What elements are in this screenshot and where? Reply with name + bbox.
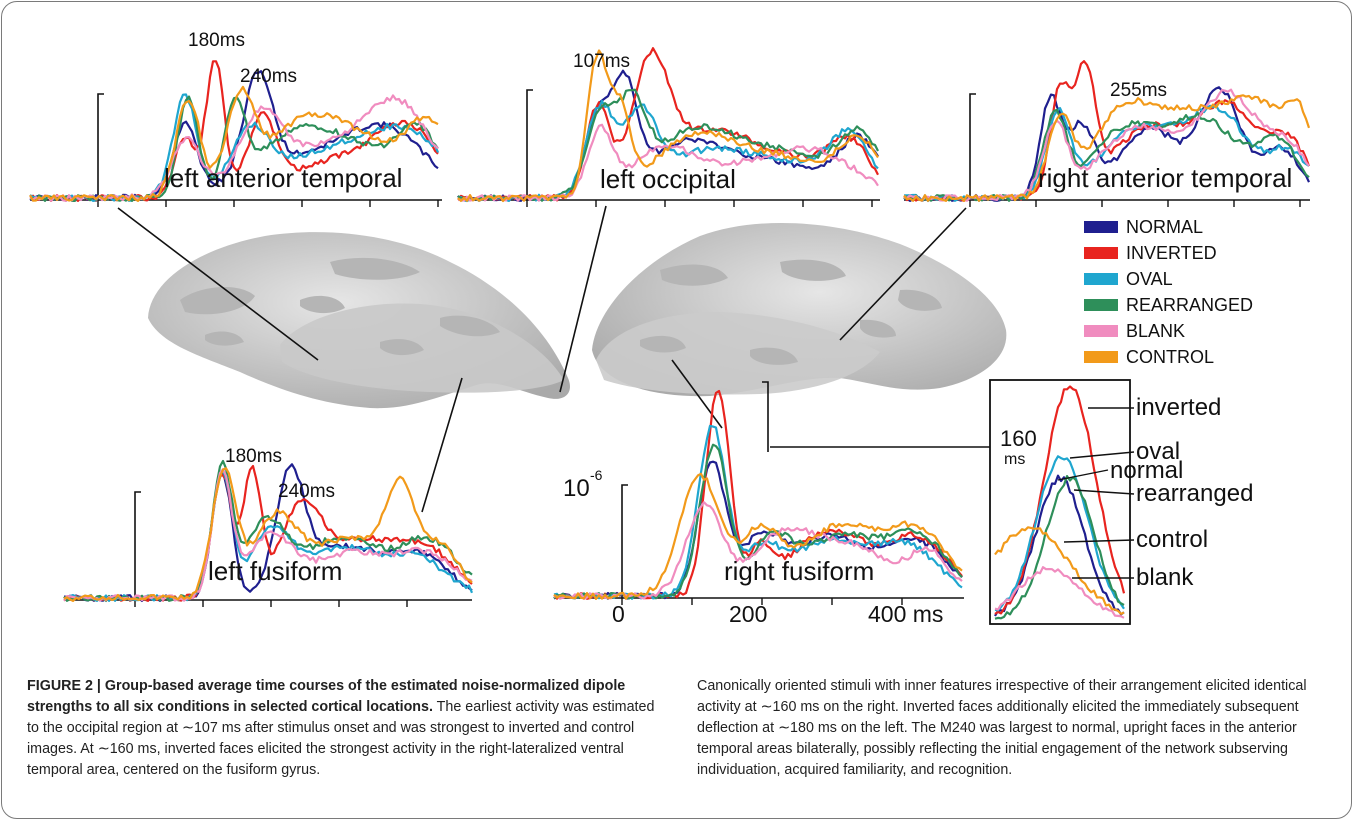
right-hemisphere-brain xyxy=(592,222,1007,397)
legend-label-control: CONTROL xyxy=(1126,347,1214,367)
caption-left-text: The earliest activity was estimated to t… xyxy=(27,699,655,778)
axis-y-left-occipital xyxy=(526,89,533,200)
peak-label-180ms-lat: 180ms xyxy=(188,30,245,51)
waveform-rearranged xyxy=(994,475,1125,620)
waveform-oval xyxy=(994,455,1125,612)
waveform-control xyxy=(29,85,439,202)
axis-y-right-anterior-temporal xyxy=(969,93,976,200)
axis-y-right-fusiform xyxy=(621,484,628,598)
caption-heading: FIGURE 2 | Group-based average time cour… xyxy=(27,678,626,715)
tick-label-400-ms: 400 ms xyxy=(868,601,943,627)
inset-box xyxy=(989,379,1131,625)
waveform-control xyxy=(994,526,1125,615)
peak-label-180ms-lf: 180ms xyxy=(225,446,282,467)
inset-label-inverted: inverted xyxy=(1136,394,1221,421)
peak-label-107ms: 107ms xyxy=(573,51,630,72)
label-right-anterior-temporal: right anterior temporal xyxy=(1038,163,1292,193)
waveforms-left-fusiform xyxy=(63,459,474,602)
caption-left-column: FIGURE 2 | Group-based average time cour… xyxy=(27,676,667,781)
legend-swatch-rearranged xyxy=(1084,299,1118,311)
legend-label-oval: OVAL xyxy=(1126,269,1173,289)
label-left-fusiform: left fusiform xyxy=(208,556,342,586)
tick-label-0: 0 xyxy=(612,601,625,627)
scale-label-exponent: -6 xyxy=(590,467,603,483)
inset-label-rearranged: rearranged xyxy=(1136,480,1253,507)
connector-right-fusiform xyxy=(671,359,723,429)
connector-lines xyxy=(117,205,990,513)
legend-swatch-inverted xyxy=(1084,247,1118,259)
inset-label-oval: oval xyxy=(1136,438,1180,465)
legend-swatch-oval xyxy=(1084,273,1118,285)
inset-label-blank: blank xyxy=(1136,564,1194,591)
axis-y-right-fusiform-scale xyxy=(762,381,769,452)
peak-label-240ms-lat: 240ms xyxy=(240,66,297,87)
label-left-occipital: left occipital xyxy=(600,164,736,194)
legend-swatch-blank xyxy=(1084,325,1118,337)
connector-left-anterior-temporal xyxy=(117,207,319,361)
waveforms-right-anterior-temporal xyxy=(903,60,1311,203)
left-hemisphere-brain xyxy=(148,232,570,409)
legend: NORMAL INVERTED OVAL REARRANGED BLANK CONTROL xyxy=(1084,217,1253,367)
inset-pointer-lines xyxy=(1057,407,1135,579)
axis-ticks xyxy=(97,200,1301,607)
waveform-control xyxy=(63,467,473,602)
scale-label-base: 10 xyxy=(563,475,590,502)
waveforms-left-anterior-temporal xyxy=(29,60,440,202)
legend-label-normal: NORMAL xyxy=(1126,217,1203,237)
waveform-control xyxy=(553,472,963,600)
tick-label-200: 200 xyxy=(729,601,767,627)
legend-swatch-control xyxy=(1084,351,1118,363)
connector-right-anterior-temporal xyxy=(839,207,967,341)
legend-label-inverted: INVERTED xyxy=(1126,243,1217,263)
axis-y-left-fusiform xyxy=(134,491,141,600)
inset-time-unit: ms xyxy=(1004,451,1025,468)
axis-y-left-anterior-temporal xyxy=(97,93,104,200)
caption-right-column: Canonically oriented stimuli with inner … xyxy=(697,678,1307,778)
connector-left-occipital xyxy=(559,205,607,393)
legend-label-rearranged: REARRANGED xyxy=(1126,295,1253,315)
waveform-normal xyxy=(994,474,1125,617)
waveform-control xyxy=(457,49,879,203)
inset-label-control: control xyxy=(1136,526,1208,553)
figure-panel: left anterior temporal 180ms 240ms left … xyxy=(29,30,1311,627)
inset-time-label: 160 xyxy=(1000,426,1037,451)
legend-label-blank: BLANK xyxy=(1126,321,1185,341)
label-right-fusiform: right fusiform xyxy=(724,556,874,586)
waveform-control xyxy=(903,94,1311,202)
waveforms-inset xyxy=(994,385,1126,620)
waveforms-right-fusiform xyxy=(553,389,963,600)
waveforms-left-occipital xyxy=(457,47,879,203)
inset-label-normal: normal xyxy=(1110,457,1183,484)
legend-swatch-normal xyxy=(1084,221,1118,233)
label-left-anterior-temporal: left anterior temporal xyxy=(164,163,402,193)
peak-label-240ms-lf: 240ms xyxy=(278,481,335,502)
waveform-blank xyxy=(994,566,1125,619)
connector-left-fusiform xyxy=(421,377,463,513)
figure-svg: left anterior temporal 180ms 240ms left … xyxy=(29,30,1311,627)
peak-label-255ms: 255ms xyxy=(1110,80,1167,101)
